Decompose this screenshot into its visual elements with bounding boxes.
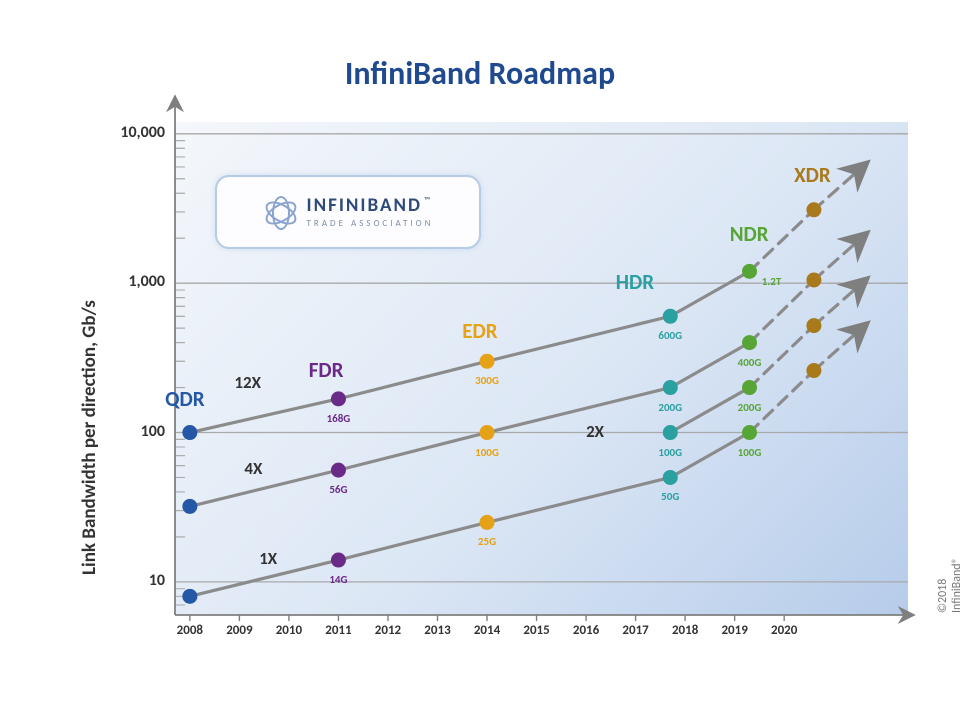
point-NDR-1X: [742, 425, 757, 440]
point-label-NDR-2X: 200G: [738, 401, 762, 414]
point-XDR-1X: [806, 363, 821, 378]
point-label-FDR-4X: 56G: [329, 483, 347, 496]
point-label-FDR-12X: 168G: [327, 412, 351, 425]
point-label-HDR-4X: 200G: [658, 401, 682, 414]
point-FDR-4X: [331, 463, 346, 478]
point-FDR-1X: [331, 553, 346, 568]
point-HDR-2X: [663, 425, 678, 440]
logo-brand-text: INFINIBAND: [307, 196, 422, 215]
point-QDR-4X: [182, 499, 197, 514]
ytick-10: 10: [93, 571, 165, 590]
lane-label-2X: 2X: [586, 421, 604, 442]
lane-label-12X: 12X: [234, 372, 261, 393]
point-label-NDR-1X: 100G: [738, 446, 762, 459]
point-EDR-12X: [480, 354, 495, 369]
xtick-2009: 2009: [215, 623, 263, 638]
gen-label-XDR: XDR: [794, 162, 831, 188]
ytick-10000: 10,000: [93, 123, 165, 142]
xtick-2008: 2008: [166, 623, 214, 638]
point-HDR-1X: [663, 470, 678, 485]
chart-svg: [0, 0, 960, 720]
point-QDR-12X: [182, 425, 197, 440]
xtick-2016: 2016: [562, 623, 610, 638]
infiniband-logo: INFINIBAND™ TRADE ASSOCIATION: [215, 175, 481, 249]
point-FDR-12X: [331, 391, 346, 406]
point-EDR-1X: [480, 515, 495, 530]
point-NDR-12X: [742, 264, 757, 279]
logo-tm: ™: [424, 196, 430, 205]
lane-label-1X: 1X: [259, 548, 277, 569]
xtick-2010: 2010: [265, 623, 313, 638]
point-label-NDR-12X: 1.2T: [762, 275, 782, 288]
point-label-HDR-12X: 600G: [658, 329, 682, 342]
xtick-2012: 2012: [364, 623, 412, 638]
point-HDR-4X: [663, 380, 678, 395]
xtick-2011: 2011: [314, 623, 362, 638]
gen-label-HDR: HDR: [616, 269, 654, 295]
xtick-2015: 2015: [513, 623, 561, 638]
ytick-1000: 1,000: [93, 272, 165, 291]
xtick-2017: 2017: [612, 623, 660, 638]
chart-title: InfiniBand Roadmap: [0, 54, 960, 93]
copyright-text: ©2018 InfiniBand® Trade Association: [936, 557, 960, 613]
point-label-EDR-1X: 25G: [478, 535, 496, 548]
point-label-NDR-4X: 400G: [738, 356, 762, 369]
gen-label-FDR: FDR: [309, 357, 344, 383]
lane-label-4X: 4X: [244, 458, 262, 479]
point-EDR-4X: [480, 425, 495, 440]
gen-label-EDR: EDR: [462, 318, 497, 344]
infiniband-logo-text: INFINIBAND™ TRADE ASSOCIATION: [307, 196, 434, 228]
xtick-2019: 2019: [711, 623, 759, 638]
point-label-HDR-2X: 100G: [658, 446, 682, 459]
xtick-2018: 2018: [661, 623, 709, 638]
gen-label-QDR: QDR: [165, 386, 204, 412]
point-label-FDR-1X: 14G: [329, 573, 347, 586]
point-NDR-4X: [742, 335, 757, 350]
ytick-100: 100: [93, 422, 165, 441]
point-NDR-2X: [742, 380, 757, 395]
point-HDR-12X: [663, 309, 678, 324]
point-XDR-2X: [806, 318, 821, 333]
point-label-EDR-4X: 100G: [475, 446, 499, 459]
xtick-2013: 2013: [413, 623, 461, 638]
point-label-EDR-12X: 300G: [475, 374, 499, 387]
xtick-2020: 2020: [760, 623, 808, 638]
point-XDR-4X: [806, 273, 821, 288]
logo-subtext: TRADE ASSOCIATION: [307, 219, 434, 228]
point-label-HDR-1X: 50G: [661, 490, 679, 503]
point-QDR-1X: [182, 589, 197, 604]
gen-label-NDR: NDR: [730, 221, 769, 247]
infiniband-logo-mark-icon: [263, 195, 297, 229]
xtick-2014: 2014: [463, 623, 511, 638]
point-XDR-12X: [806, 202, 821, 217]
